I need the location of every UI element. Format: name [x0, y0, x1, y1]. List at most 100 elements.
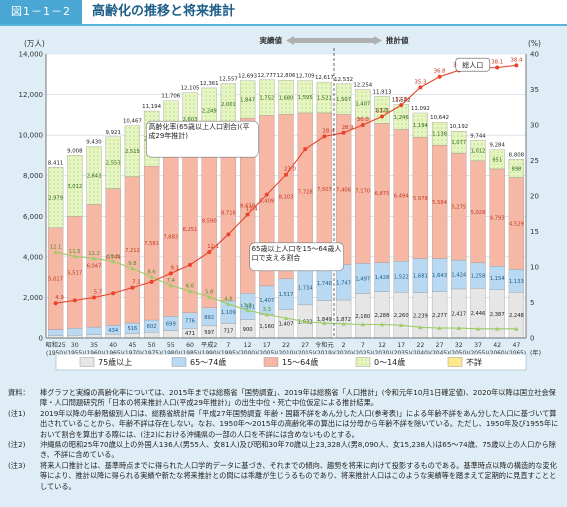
total-label: 12,105 [181, 86, 200, 92]
total-label: 12,361 [200, 81, 219, 87]
bar-label: 8,716 [221, 211, 236, 217]
x-tick-era: 令和元 [315, 341, 334, 349]
bar-label: 951 [492, 157, 502, 163]
bar-0～14歳 [124, 125, 141, 177]
total-label: 12,617 [315, 75, 334, 81]
figure-header: 図1－1－2 高齢化の推移と将来推計 [0, 0, 567, 26]
bar-label: 2,001 [221, 102, 236, 108]
bar-label: 1,507 [336, 97, 351, 103]
bar-label: 1,428 [375, 275, 390, 281]
bar-65～74歳 [47, 329, 64, 336]
y-tick-right: 20 [530, 193, 539, 201]
x-tick-era: 7 [226, 342, 230, 349]
x-tick-era: 42 [493, 342, 501, 349]
support-ratio-point [456, 325, 461, 330]
bar-75歳以上 [86, 334, 102, 339]
total-label: 12,777 [257, 73, 276, 79]
bar-label: 699 [166, 321, 176, 327]
bar-0～14歳 [316, 81, 333, 114]
aging-rate-callout-text: 高齢化率(65歳以上人口割合)(平成29年推計) [148, 123, 249, 140]
aging-rate-point [207, 250, 212, 255]
aging-rate-label: 35.3 [414, 79, 426, 85]
y-tick-right: 10 [530, 264, 539, 272]
support-ratio-label: 5.8 [205, 289, 213, 295]
bar-label: 5,517 [67, 270, 82, 276]
bar-label: 5,017 [48, 277, 63, 283]
support-ratio-point [303, 319, 308, 324]
aging-rate-point [264, 192, 269, 197]
bar-label: 898 [511, 166, 521, 172]
x-tick-era: 60 [186, 342, 194, 349]
aging-rate-point [399, 103, 404, 108]
support-ratio-point [245, 308, 250, 313]
x-tick-era: 27 [436, 342, 444, 349]
bar-label: 1,752 [259, 96, 274, 102]
note-key: (注3) [8, 460, 26, 470]
support-ratio-label: 9.8 [128, 261, 136, 267]
aging-rate-point [226, 232, 231, 237]
bar-label: 5,028 [471, 210, 486, 216]
bar-label: 1,133 [509, 279, 524, 285]
total-label: 11,522 [392, 97, 411, 103]
x-tick-era: 22 [282, 342, 290, 349]
legend-swatch [447, 357, 463, 367]
bar-label: 5,584 [432, 200, 448, 206]
y-tick-left: 10,000 [19, 132, 44, 140]
bar-75歳以上 [143, 332, 160, 339]
bar-0～14歳 [239, 80, 256, 119]
total-callout-text: 総人口 [462, 61, 483, 70]
bar-label: 7,581 [144, 241, 159, 247]
bar-75歳以上 [124, 333, 141, 339]
x-tick-era: 17 [263, 342, 271, 349]
note-text: 2019年以降の年齢階級別人口は、総務省統計局「平成27年国勢調査 年齢・国籍不… [40, 408, 559, 439]
support-ratio-point [341, 321, 346, 326]
bar-0～14歳 [489, 149, 505, 170]
population-chart: 5,017 2,979 8,411 5,517 3,012 9,008 6,047 2,843… [19, 35, 541, 371]
bar-label: 1,194 [413, 123, 429, 129]
bar-label: 7,406 [336, 187, 351, 193]
bar-label: 6,744 [106, 255, 122, 261]
note-item: (注2) 沖縄県の昭和25年70歳以上の外国人136人(男55人、女81人)及び昭… [8, 440, 560, 461]
bar-label: 516 [127, 326, 137, 332]
support-ratio-point [399, 323, 404, 328]
bar-label: 1,077 [451, 140, 466, 146]
aging-rate-label: 17.4 [246, 206, 259, 212]
legend-swatch [171, 357, 187, 367]
bar-label: 1,321 [375, 108, 390, 114]
y-tick-right: 35 [530, 86, 539, 94]
total-label: 9,744 [470, 133, 486, 139]
support-ratio-label: 3.9 [243, 303, 251, 309]
bar-label: 1,747 [336, 280, 351, 286]
total-label: 10,642 [430, 115, 449, 121]
support-ratio-point [418, 325, 423, 330]
bar-label: 1,138 [432, 132, 447, 138]
x-tick-era: 17 [397, 342, 405, 349]
support-ratio-point [514, 326, 519, 331]
legend: 75歳以上 65～74歳 15～64歳 0～14歳 不詳 [55, 353, 527, 371]
aging-rate-point [92, 295, 96, 300]
support-ratio-label: 3.3 [263, 307, 271, 313]
y-tick-left: 0 [39, 335, 43, 343]
bar-label: 2,387 [490, 312, 505, 318]
total-label: 9,430 [86, 140, 102, 146]
bar-label: 1,109 [221, 310, 236, 316]
bar-label: 1,407 [355, 102, 370, 108]
bar-label: 8,251 [183, 227, 198, 233]
aging-rate-point [303, 147, 308, 152]
support-ratio-point [495, 326, 500, 331]
figure-number: 図1－1－2 [0, 0, 82, 24]
support-ratio-callout [249, 242, 344, 272]
aging-rate-point [418, 85, 423, 90]
aging-rate-point [437, 74, 442, 79]
y-unit-right: (%) [528, 39, 541, 48]
support-ratio-point [264, 312, 269, 317]
bar-0～14歳 [105, 136, 121, 189]
total-label: 9,008 [67, 148, 83, 154]
arrow-right-icon [374, 36, 382, 45]
y-tick-left: 12,000 [19, 91, 44, 99]
bar-label: 5,978 [413, 196, 428, 202]
bar-75歳以上 [163, 330, 179, 339]
bar-label: 2,603 [183, 117, 198, 123]
support-ratio-label: 10.8 [107, 254, 119, 260]
